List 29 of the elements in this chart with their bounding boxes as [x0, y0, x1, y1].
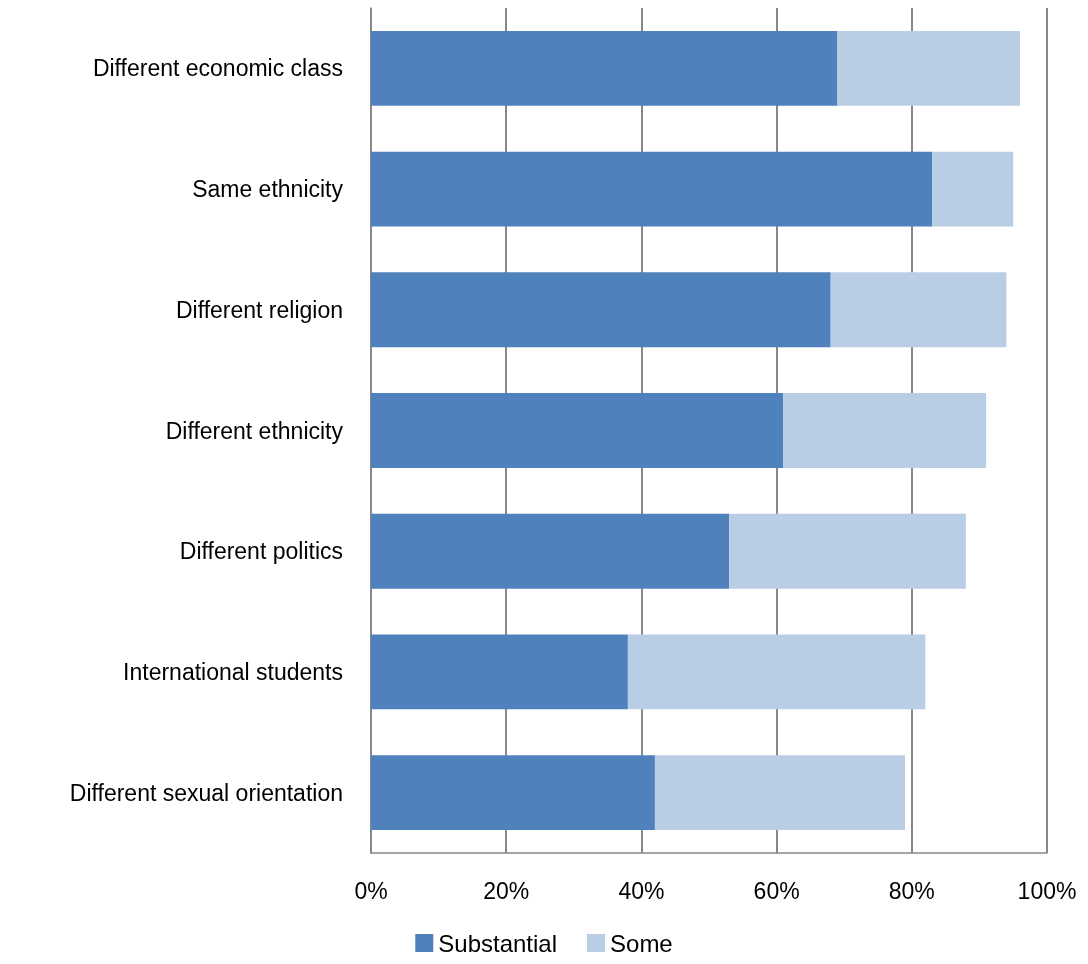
x-tick-label: 40%	[618, 877, 665, 904]
x-tick-label: 100%	[1017, 877, 1077, 904]
bar	[627, 634, 926, 710]
bar	[729, 513, 966, 589]
y-tick-label: Different religion	[175, 296, 343, 323]
y-tick-label: Same ethnicity	[192, 176, 344, 203]
legend-label: Some	[610, 929, 673, 957]
bar	[371, 513, 730, 589]
y-tick-label: Different economic class	[92, 55, 343, 82]
bar	[371, 272, 831, 348]
x-tick-label: 0%	[354, 877, 388, 904]
bar	[371, 151, 933, 227]
bar	[371, 393, 784, 468]
bar	[654, 755, 906, 831]
y-tick-label: Different ethnicity	[165, 417, 344, 444]
bar	[837, 30, 1020, 106]
x-tick-label: 80%	[888, 877, 935, 904]
legend-label: Substantial	[438, 929, 558, 957]
x-tick-label: 60%	[753, 877, 800, 904]
bar	[371, 755, 655, 831]
bar	[371, 634, 628, 710]
y-tick-label: International students	[123, 658, 343, 685]
bar	[783, 393, 987, 468]
bar	[830, 272, 1007, 348]
bar	[932, 151, 1014, 227]
x-tick-label: 20%	[483, 877, 530, 904]
y-tick-label: Different sexual orientation	[69, 779, 343, 806]
bar	[371, 30, 838, 106]
y-tick-label: Different politics	[179, 538, 343, 565]
